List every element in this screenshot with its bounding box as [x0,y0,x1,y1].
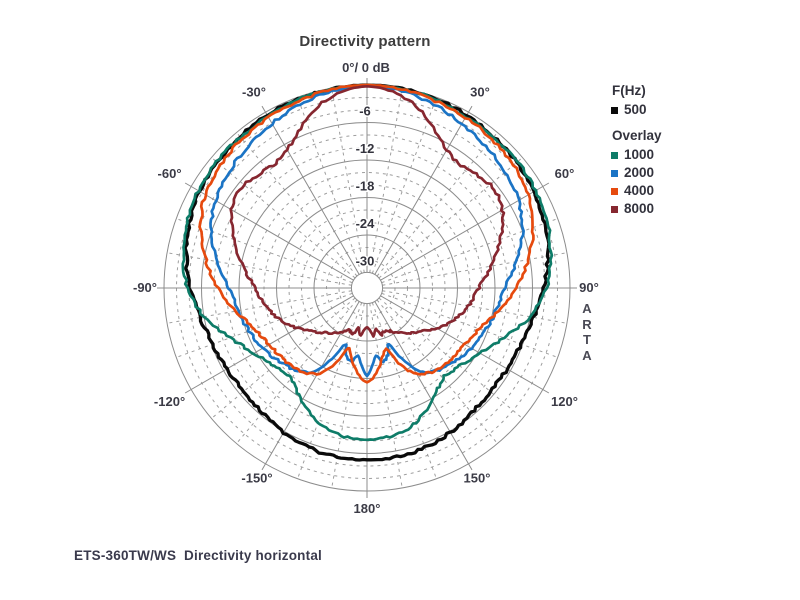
legend-item-500: 500 [611,101,701,119]
svg-text:-120°: -120° [154,394,185,409]
legend: F(Hz) 500 Overlay 1000 2000 4000 8000 [611,83,701,218]
arta-watermark-letter: R [582,316,592,332]
svg-text:90°: 90° [579,280,599,295]
svg-text:-30: -30 [356,254,375,269]
svg-text:-150°: -150° [241,471,272,486]
svg-text:-12: -12 [356,141,375,156]
arta-watermark-letter: A [582,301,592,316]
chart-title: Directivity pattern [299,33,431,50]
arta-watermark-letter: A [582,347,592,363]
legend-item-4000: 4000 [611,182,701,200]
legend-swatch-4000 [611,187,618,195]
svg-text:-18: -18 [356,179,375,194]
arta-watermark-letter: T [583,332,591,347]
legend-swatch-8000 [611,205,618,213]
legend-label-2000: 2000 [624,165,655,180]
legend-label-1000: 1000 [624,147,655,162]
legend-item-8000: 8000 [611,200,701,218]
svg-text:-6: -6 [359,104,371,119]
svg-text:-60°: -60° [158,166,182,181]
legend-item-2000: 2000 [611,164,701,182]
svg-text:180°: 180° [354,501,381,516]
legend-label-4000: 4000 [624,183,655,198]
legend-overlay-header: Overlay [612,128,662,143]
legend-primary-header: F(Hz) [612,83,646,98]
svg-text:0°/ 0 dB: 0°/ 0 dB [342,60,390,75]
legend-item-1000: 1000 [611,146,701,164]
svg-text:30°: 30° [470,84,490,99]
legend-overlay-items: 1000 2000 4000 8000 [611,146,701,218]
legend-swatch-1000 [611,151,618,159]
legend-label-8000: 8000 [624,201,655,216]
svg-text:120°: 120° [551,394,578,409]
svg-text:60°: 60° [555,166,575,181]
legend-swatch-500 [611,106,618,114]
svg-text:-24: -24 [356,216,376,231]
legend-primary-items: 500 [611,101,701,119]
legend-swatch-2000 [611,169,618,177]
svg-text:150°: 150° [464,471,491,486]
legend-label-500: 500 [624,102,647,117]
chart-caption: ETS-360TW/WS Directivity horizontal [74,548,322,563]
svg-text:-30°: -30° [242,84,266,99]
svg-text:-90°: -90° [133,280,157,295]
